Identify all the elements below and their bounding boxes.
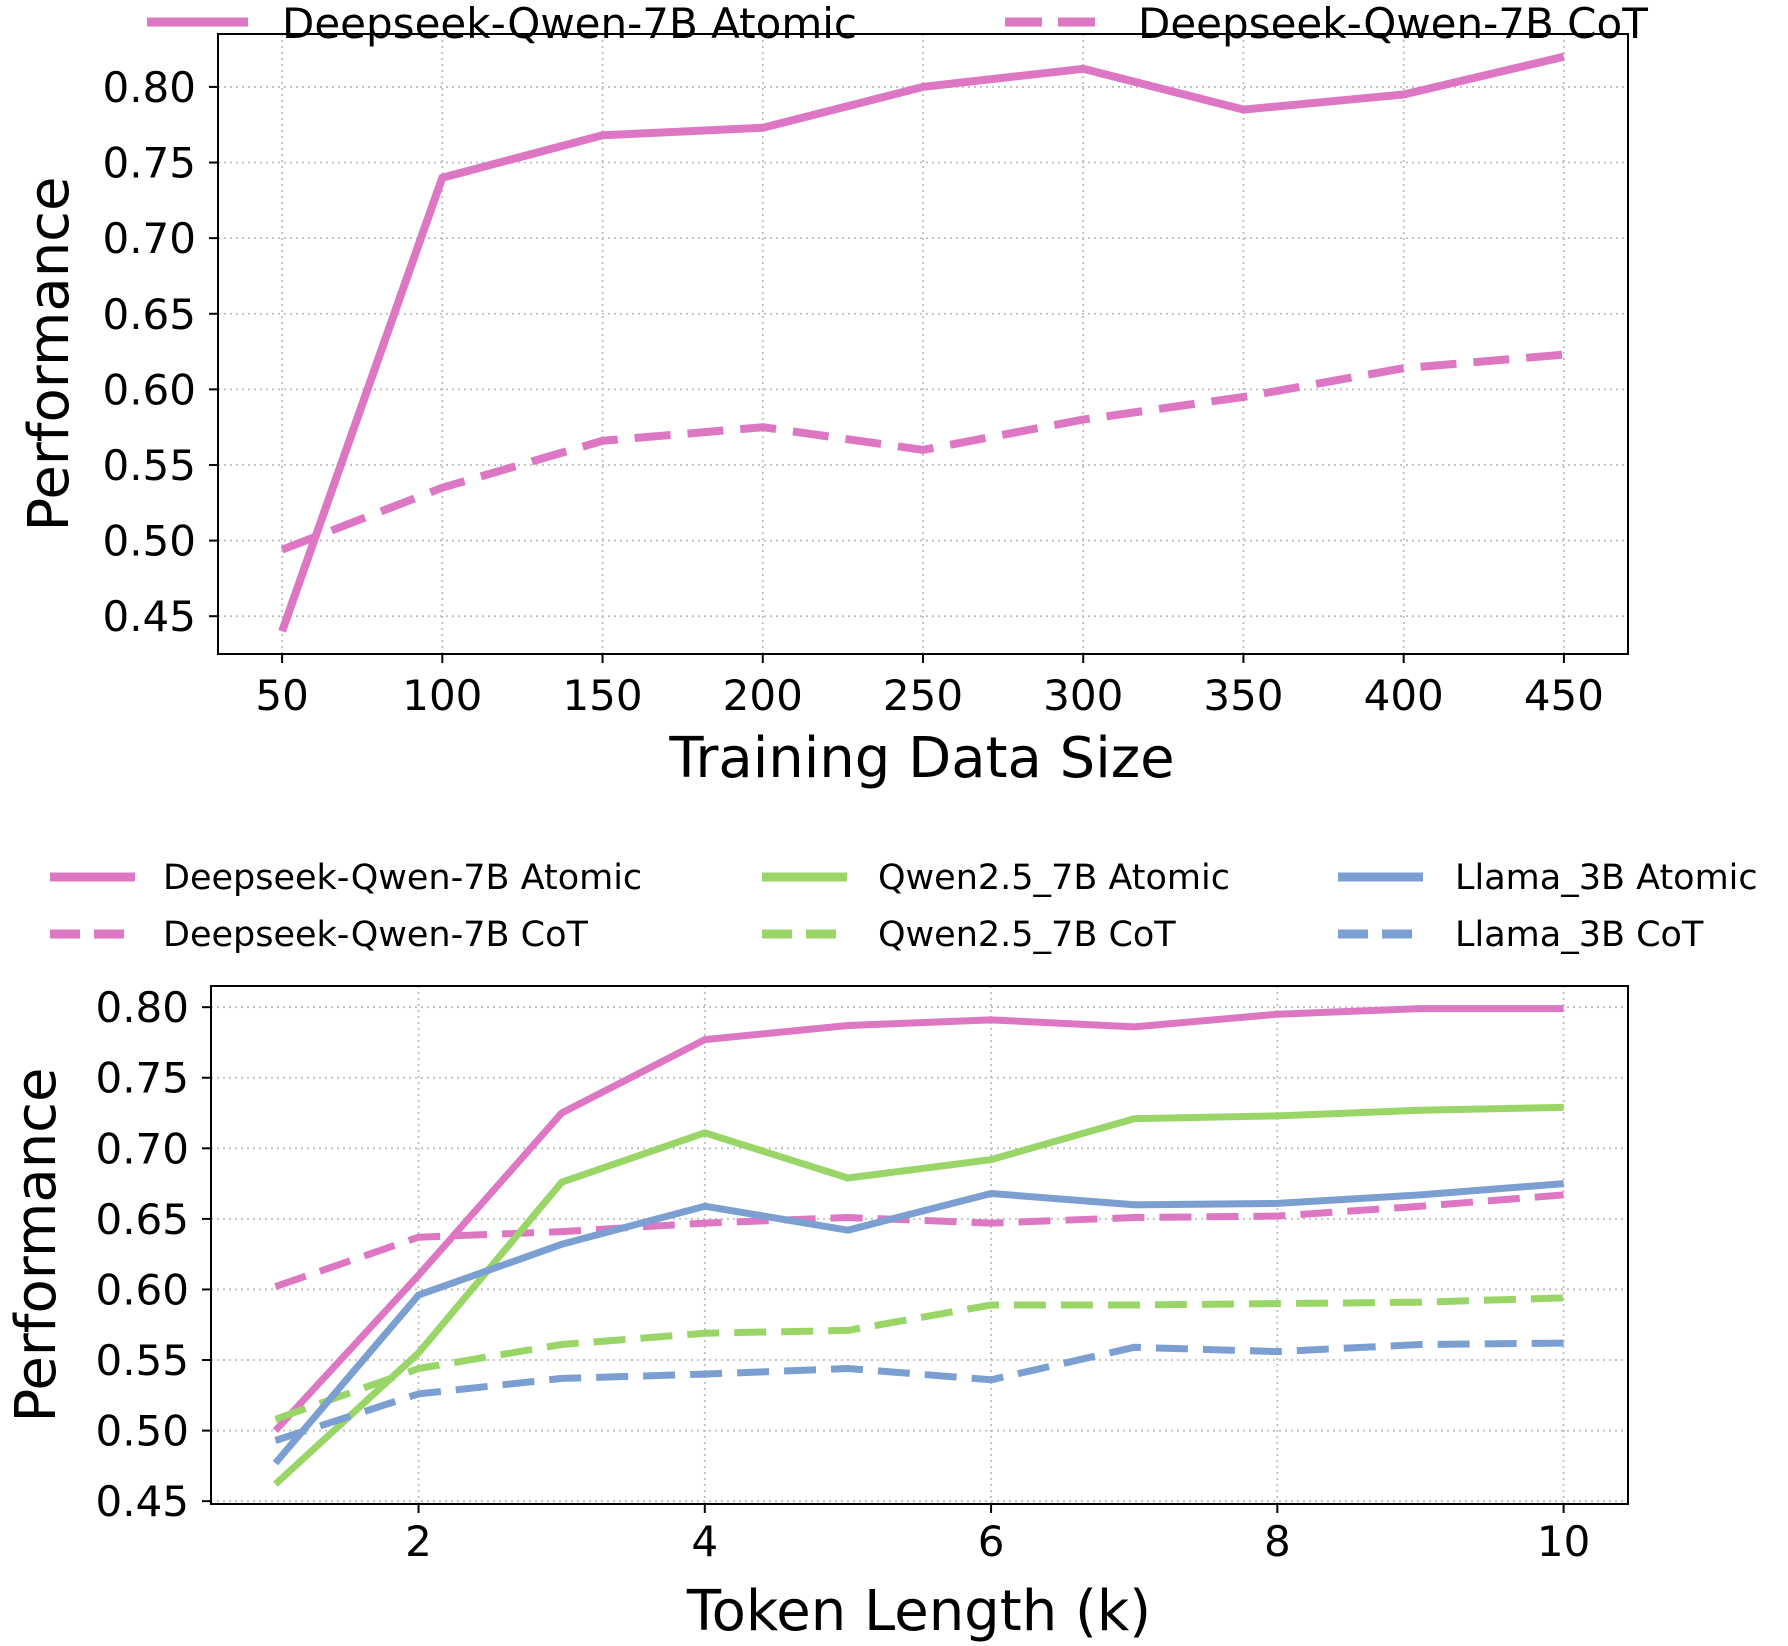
chart1-x-ticks: 50 100 150 200 250 300 350 400 450: [255, 654, 1604, 720]
chart2-legend-label-deepseek-atomic: Deepseek-Qwen-7B Atomic: [163, 858, 642, 898]
y-tick-label: 0.70: [102, 214, 196, 263]
y-tick-label: 0.60: [95, 1265, 189, 1314]
x-tick-label: 250: [883, 671, 963, 720]
x-tick-label: 10: [1537, 1517, 1590, 1566]
chart1-series-lines: [278, 52, 1565, 633]
series-line-qwen2-5-7b-atomic: [273, 1103, 1564, 1487]
y-tick-label: 0.65: [102, 290, 196, 339]
y-tick-label: 0.55: [95, 1336, 189, 1385]
y-tick-label: 0.45: [102, 592, 196, 641]
x-tick-label: 300: [1043, 671, 1123, 720]
chart1-y-ticks: 0.45 0.50 0.55 0.60 0.65 0.70 0.75 0.80: [102, 63, 218, 641]
chart1-legend: Deepseek-Qwen-7B Atomic Deepseek-Qwen-7B…: [147, 0, 1648, 48]
y-tick-label: 0.55: [102, 441, 196, 490]
series-line-deepseek-qwen-7b-atomic: [278, 52, 1565, 633]
chart2-plot-frame: [210, 985, 1629, 1505]
y-tick-label: 0.65: [95, 1195, 189, 1244]
x-tick-label: 400: [1364, 671, 1444, 720]
chart1-legend-label-cot: Deepseek-Qwen-7B CoT: [1138, 0, 1648, 48]
series-line-deepseek-qwen-7b-atomic: [272, 1005, 1564, 1433]
x-tick-label: 8: [1264, 1517, 1291, 1566]
chart2-legend-label-llama-cot: Llama_3B CoT: [1455, 915, 1704, 955]
x-tick-label: 6: [978, 1517, 1005, 1566]
y-tick-label: 0.50: [102, 517, 196, 566]
chart2-y-axis-title: Performance: [4, 1068, 69, 1423]
x-tick-label: 2: [405, 1517, 432, 1566]
chart2-series-lines: [272, 1005, 1564, 1487]
chart1-y-axis-title: Performance: [17, 177, 82, 532]
y-tick-label: 0.80: [102, 63, 196, 112]
y-tick-label: 0.75: [95, 1054, 189, 1103]
y-tick-label: 0.80: [95, 983, 189, 1032]
x-tick-label: 4: [691, 1517, 718, 1566]
chart2-legend-label-qwen-cot: Qwen2.5_7B CoT: [878, 915, 1176, 955]
chart2-gridlines: [211, 986, 1628, 1504]
x-tick-label: 450: [1524, 671, 1604, 720]
chart1-gridlines: [218, 34, 1628, 654]
x-tick-label: 50: [255, 671, 308, 720]
series-line-llama-3b-cot: [274, 1339, 1564, 1444]
chart2-legend: Deepseek-Qwen-7B Atomic Deepseek-Qwen-7B…: [50, 858, 1758, 955]
y-tick-label: 0.70: [95, 1124, 189, 1173]
chart1-plot-frame: [217, 33, 1629, 655]
chart2-legend-label-deepseek-cot: Deepseek-Qwen-7B CoT: [163, 915, 588, 955]
y-tick-label: 0.60: [102, 365, 196, 414]
series-line-llama-3b-atomic: [272, 1180, 1564, 1466]
chart-token-length: 0.450.500.550.600.650.700.750.80 2 4 6 8 10 …: [4, 858, 1758, 1644]
x-tick-label: 100: [402, 671, 482, 720]
series-line-deepseek-qwen-7b-cot: [274, 1191, 1564, 1290]
chart2-x-axis-title: Token Length (k): [686, 1579, 1151, 1644]
chart2-legend-label-llama-atomic: Llama_3B Atomic: [1455, 858, 1758, 898]
y-tick-label: 0.45: [95, 1477, 189, 1526]
chart-training-data-size: 0.45 0.50 0.55 0.60 0.65 0.70 0.75 0.80 50 100 15…: [17, 0, 1648, 791]
series-line-qwen2-5-7b-cot: [274, 1294, 1564, 1423]
y-tick-label: 0.75: [102, 139, 196, 188]
x-tick-label: 350: [1203, 671, 1283, 720]
series-line-deepseek-qwen-7b-cot: [280, 350, 1565, 554]
chart2-y-ticks: 0.45 0.50 0.55 0.60 0.65 0.70 0.75 0.80: [95, 983, 211, 1526]
chart2-legend-label-qwen-atomic: Qwen2.5_7B Atomic: [878, 858, 1230, 898]
x-tick-label: 200: [723, 671, 803, 720]
chart1-legend-label-atomic: Deepseek-Qwen-7B Atomic: [282, 0, 857, 48]
chart2-x-ticks: 2 4 6 8 10: [405, 1504, 1590, 1566]
x-tick-label: 150: [562, 671, 642, 720]
y-tick-label: 0.50: [95, 1407, 189, 1456]
chart1-x-axis-title: Training Data Size: [668, 726, 1174, 791]
